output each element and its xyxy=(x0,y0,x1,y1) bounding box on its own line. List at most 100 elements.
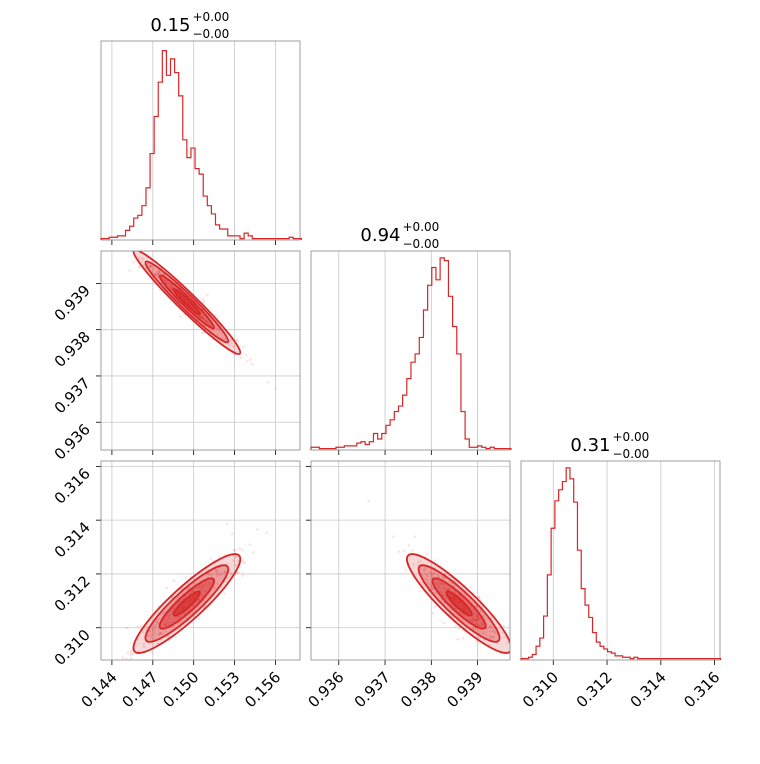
contour-p0-p2-sample-point xyxy=(160,612,164,615)
contour-p0-p2-sample-point xyxy=(217,570,220,574)
contour-p0-p1-sample-point xyxy=(106,227,109,230)
contour-p1-p2-sample-point xyxy=(437,580,440,584)
contour-p1-p2-sample-point xyxy=(413,535,417,538)
contour-p0-p2-sample-point xyxy=(224,570,227,574)
contour-p0-p2-sample-point xyxy=(165,617,169,621)
contour-p0-p2-sample-point xyxy=(218,555,222,559)
contour-p0-p2-sample-point xyxy=(223,571,227,574)
contour-p0-p2-sample-point xyxy=(152,629,155,632)
contour-p1-p2-sample-point xyxy=(471,626,475,630)
contour-p1-p2-sample-point xyxy=(512,669,515,672)
contour-p0-p1-sample-point xyxy=(199,314,202,318)
contour-p1-p2-sample-point xyxy=(431,587,435,591)
contour-p1-p2-sample-point xyxy=(475,619,479,622)
contour-p0-p1-sample-point xyxy=(162,278,166,282)
contour-p0-p1-sample-point xyxy=(202,331,205,334)
contour-p0-p2-sample-point xyxy=(180,619,184,623)
contour-p0-p2-sample-point xyxy=(150,650,154,654)
contour-p0-p1-sample-point xyxy=(149,264,153,268)
contour-p1-p2-sample-point xyxy=(439,582,442,586)
xtick-label-p0: 0.153 xyxy=(200,668,243,711)
contour-p0-p1-sample-point xyxy=(165,282,168,286)
contour-p0-p1-sample-point xyxy=(155,273,159,276)
contour-p0-p2-sample-point xyxy=(177,615,181,618)
contour-p0-p1-sample-point xyxy=(157,271,161,275)
ytick-label-p2: 0.312 xyxy=(51,572,94,615)
contour-p0-p2-sample-point xyxy=(167,614,171,618)
contour-p0-p1-sample-point xyxy=(198,315,202,319)
contour-p0-p1-sample-point xyxy=(169,287,173,291)
contour-p1-p2-sample-point xyxy=(439,582,443,585)
contour-p0-p1-sample-point xyxy=(168,285,172,289)
contour-p1-p2-frame xyxy=(310,460,511,661)
contour-p1-p2-sample-point xyxy=(392,535,395,538)
contour-p0-p1-sample-point xyxy=(170,287,174,291)
contour-p0-p2-sample-point xyxy=(165,621,169,625)
contour-p0-p2-sample-point xyxy=(161,631,165,635)
contour-p0-p1-sample-point xyxy=(166,282,170,285)
contour-p1-p2-sample-point xyxy=(430,587,433,591)
contour-p1-p2-sample-point xyxy=(476,615,479,619)
contour-p1-p2-sample-point xyxy=(453,606,457,610)
contour-p0-p2-sample-point xyxy=(234,564,238,567)
contour-p0-p2-sample-point xyxy=(164,624,168,627)
contour-p1-p2-sample-point xyxy=(476,615,479,619)
contour-p0-p2-sample-point xyxy=(230,532,234,536)
contour-p0-p2-sample-point xyxy=(162,622,166,626)
contour-p0-p2-sample-point xyxy=(215,572,219,575)
contour-p0-p1-sample-point xyxy=(266,380,270,384)
contour-p1-p2-sample-point xyxy=(478,623,482,626)
contour-p0-p2-sample-point xyxy=(203,589,207,592)
contour-p0-p1-sample-point xyxy=(216,333,219,337)
contour-p0-p2-sample-point xyxy=(144,628,148,632)
contour-p0-p2-sample-point xyxy=(177,621,181,625)
contour-p0-p2-sample-point xyxy=(157,628,161,631)
contour-p0-p2-sample-point xyxy=(191,589,195,593)
contour-p0-p2-sample-point xyxy=(230,571,234,575)
contour-p0-p2-sample-point xyxy=(142,645,146,649)
contour-p0-p1-sample-point xyxy=(227,344,231,347)
contour-p0-p1-sample-point xyxy=(198,316,202,319)
contour-p1-p2-sample-point xyxy=(476,618,479,622)
contour-p1-p2-sample-point xyxy=(491,635,494,639)
contour-p1-p2-sample-point xyxy=(419,559,422,563)
contour-p1-p2-sample-point xyxy=(442,576,445,579)
contour-p0-p2-sample-point xyxy=(232,548,236,552)
contour-p1-p2-sample-point xyxy=(481,611,485,615)
contour-p1-p2-sample-point xyxy=(422,576,426,580)
contour-p0-p2-sample-point xyxy=(241,574,244,577)
contour-p1-p2-sample-point xyxy=(407,544,411,547)
contour-p0-p1-sample-point xyxy=(170,288,174,292)
contour-p0-p1-sample-point xyxy=(132,260,136,264)
hist-1-title-sup: +0.00 xyxy=(403,220,440,234)
contour-p1-p2-sample-point xyxy=(492,635,495,639)
contour-p0-p2-sample-point xyxy=(190,590,193,593)
contour-p0-p1-sample-point xyxy=(154,273,157,276)
contour-p0-p2-sample-point xyxy=(168,613,171,617)
contour-p1-p2-sample-point xyxy=(453,606,457,609)
contour-p0-p2-sample-point xyxy=(251,551,255,554)
contour-p1-p2-sample-point xyxy=(402,549,405,552)
contour-p0-p2-sample-point xyxy=(232,559,235,562)
contour-p1-p2-sample-point xyxy=(437,575,440,579)
contour-p0-p1-sample-point xyxy=(222,337,226,341)
contour-p1-p2-sample-point xyxy=(471,615,475,618)
contour-p1-p2-sample-point xyxy=(482,623,485,627)
contour-p0-p2-sample-point xyxy=(159,631,162,635)
contour-p0-p2-sample-point xyxy=(129,653,133,657)
contour-p0-p1-sample-point xyxy=(140,260,144,264)
contour-p0-p1-sample-point xyxy=(148,264,152,268)
contour-p1-p2-sample-point xyxy=(488,629,492,633)
hist-1-frame xyxy=(310,250,511,451)
contour-p1-p2-sample-point xyxy=(437,584,441,588)
contour-p0-p2-sample-point xyxy=(227,576,230,580)
contour-p1-p2-sample-point xyxy=(412,563,416,566)
contour-p1-p2-sample-point xyxy=(458,594,461,597)
contour-p0-p2-sample-point xyxy=(155,621,159,625)
xtick-label-p1: 0.936 xyxy=(304,668,347,711)
hist-0-frame xyxy=(100,40,301,241)
contour-p0-p2-sample-point xyxy=(206,572,210,576)
contour-p1-p2-sample-point xyxy=(478,631,482,635)
contour-p0-p1-sample-point xyxy=(206,320,209,324)
xtick-label-p2: 0.314 xyxy=(627,668,670,711)
